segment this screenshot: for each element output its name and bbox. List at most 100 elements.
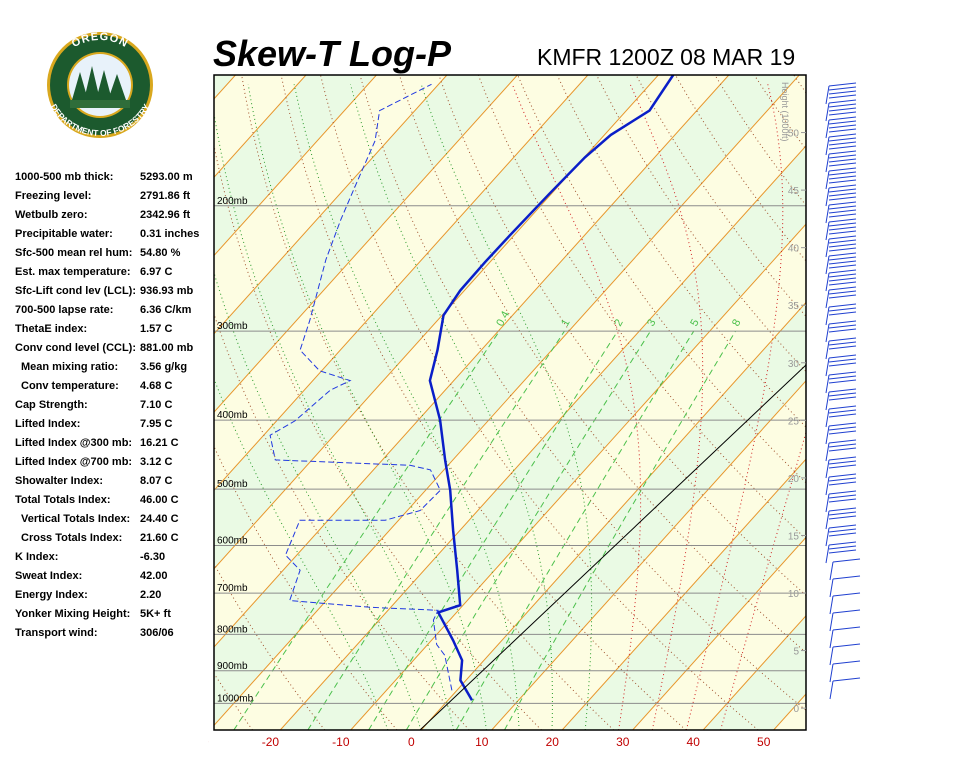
dry-adiabat [398, 75, 806, 654]
barb-feather [828, 354, 857, 359]
barb-feather [828, 171, 857, 176]
barb-staff [825, 340, 830, 360]
barb-feather [828, 286, 857, 291]
y2-tick-label: 35 [788, 301, 800, 312]
barb-feather [828, 128, 857, 133]
isotherm [214, 75, 730, 648]
stat-value: 3.12 C [140, 456, 172, 468]
stat-label: 1000-500 mb thick: [15, 171, 113, 183]
barb-feather [828, 201, 857, 206]
mixing-ratio-label: 8 [730, 317, 743, 328]
moist-adiabat [214, 110, 455, 730]
barb-feather [828, 541, 857, 546]
stat-label: Sfc-Lift cond lev (LCL): [15, 285, 136, 297]
chart-title: Skew-T Log-P [213, 33, 452, 74]
stat-value: 1.57 C [140, 323, 172, 335]
stat-value: 2.20 [140, 589, 161, 601]
dry-adiabat [438, 75, 806, 597]
wind-barbs [825, 82, 861, 700]
stat-label: Lifted Index @700 mb: [15, 456, 132, 468]
barb-feather [828, 226, 857, 231]
logo: OREGON DEPARTMENT OF FORESTRY [47, 31, 153, 138]
barb-feather [832, 609, 861, 614]
barb-feather [828, 137, 857, 142]
barb-feather [828, 162, 857, 167]
stat-value: 2342.96 ft [140, 209, 190, 221]
barb-feather [832, 677, 861, 682]
y-tick-label: 900mb [217, 661, 248, 672]
barb-feather [828, 549, 857, 554]
barb-feather [828, 456, 857, 461]
barb-staff [825, 170, 830, 190]
stat-label: 700-500 lapse rate: [15, 304, 113, 316]
barb-feather [828, 324, 857, 329]
stat-value: 881.00 mb [140, 342, 193, 354]
barb-feather [828, 362, 857, 367]
barb-feather [828, 205, 857, 210]
x-tick-label: 0 [408, 735, 415, 749]
stat-value: 0.31 inches [140, 228, 199, 240]
x-tick-labels: -30 -20 -10 0 10 20 30 40 50 [191, 735, 771, 749]
barb-feather [828, 528, 857, 533]
barb-feather [828, 235, 857, 240]
chart-subtitle: KMFR 1200Z 08 MAR 19 [537, 44, 795, 70]
stat-label: Energy Index: [15, 589, 88, 601]
isotherm [420, 301, 806, 730]
dry-adiabat [214, 143, 542, 730]
barb-feather [828, 218, 857, 223]
barb-feather [828, 447, 857, 452]
stat-label: Vertical Totals Index: [21, 513, 130, 525]
stat-value: 16.21 C [140, 437, 179, 449]
moist-adiabat [214, 377, 389, 730]
stat-value: 7.95 C [140, 418, 172, 430]
barb-feather [828, 439, 857, 444]
barb-feather [828, 103, 857, 108]
plot-data [269, 75, 675, 701]
barb-feather [828, 532, 857, 537]
barb-staff [825, 510, 830, 530]
barb-feather [828, 545, 857, 550]
barb-feather [828, 379, 857, 384]
x-tick-label: -30 [191, 735, 209, 749]
barb-staff [825, 527, 830, 547]
barb-feather [828, 290, 857, 295]
barb-feather [828, 252, 857, 257]
labels: 0.4 1 2 3 5 8200mb300mb400mb500mb600mb700mb80… [217, 82, 806, 715]
stat-value: 24.40 C [140, 513, 179, 525]
barb-feather [828, 430, 857, 435]
barb-feather [828, 184, 857, 189]
y-tick-label: 300mb [217, 321, 248, 332]
stat-value: 3.56 g/kg [140, 361, 187, 373]
isotherm [214, 75, 448, 335]
barb-feather [828, 303, 857, 308]
y2-tick-label: 0 [793, 704, 799, 715]
barb-feather [828, 94, 857, 99]
barb-feather [828, 247, 857, 252]
moist-adiabat [511, 84, 642, 730]
stat-value: 8.07 C [140, 475, 172, 487]
barb-feather [828, 256, 857, 261]
stat-value: 306/06 [140, 627, 174, 639]
stats-table: 1000-500 mb thick: 5293.00 m Freezing leve… [15, 171, 199, 639]
barb-feather [828, 86, 857, 91]
dry-adiabat [477, 75, 806, 540]
barb-feather [828, 371, 857, 376]
stat-value: 6.97 C [140, 266, 172, 278]
barb-feather [828, 515, 857, 520]
barb-feather [828, 175, 857, 180]
barb-staff [825, 544, 830, 564]
barb-staff [825, 221, 830, 241]
y-tick-label: 600mb [217, 535, 248, 546]
barb-feather [828, 345, 857, 350]
isotherm [214, 75, 800, 727]
barb-feather [832, 660, 861, 665]
moist-adiabat [350, 84, 553, 730]
barb-staff [825, 272, 830, 292]
barb-staff [825, 255, 830, 275]
stat-value: 6.36 C/km [140, 304, 192, 316]
y-tick-label: 200mb [217, 196, 248, 207]
x-tick-label: -20 [262, 735, 280, 749]
stat-label: Freezing level: [15, 190, 91, 202]
barb-feather [828, 524, 857, 529]
stat-label: Lifted Index @300 mb: [15, 437, 132, 449]
